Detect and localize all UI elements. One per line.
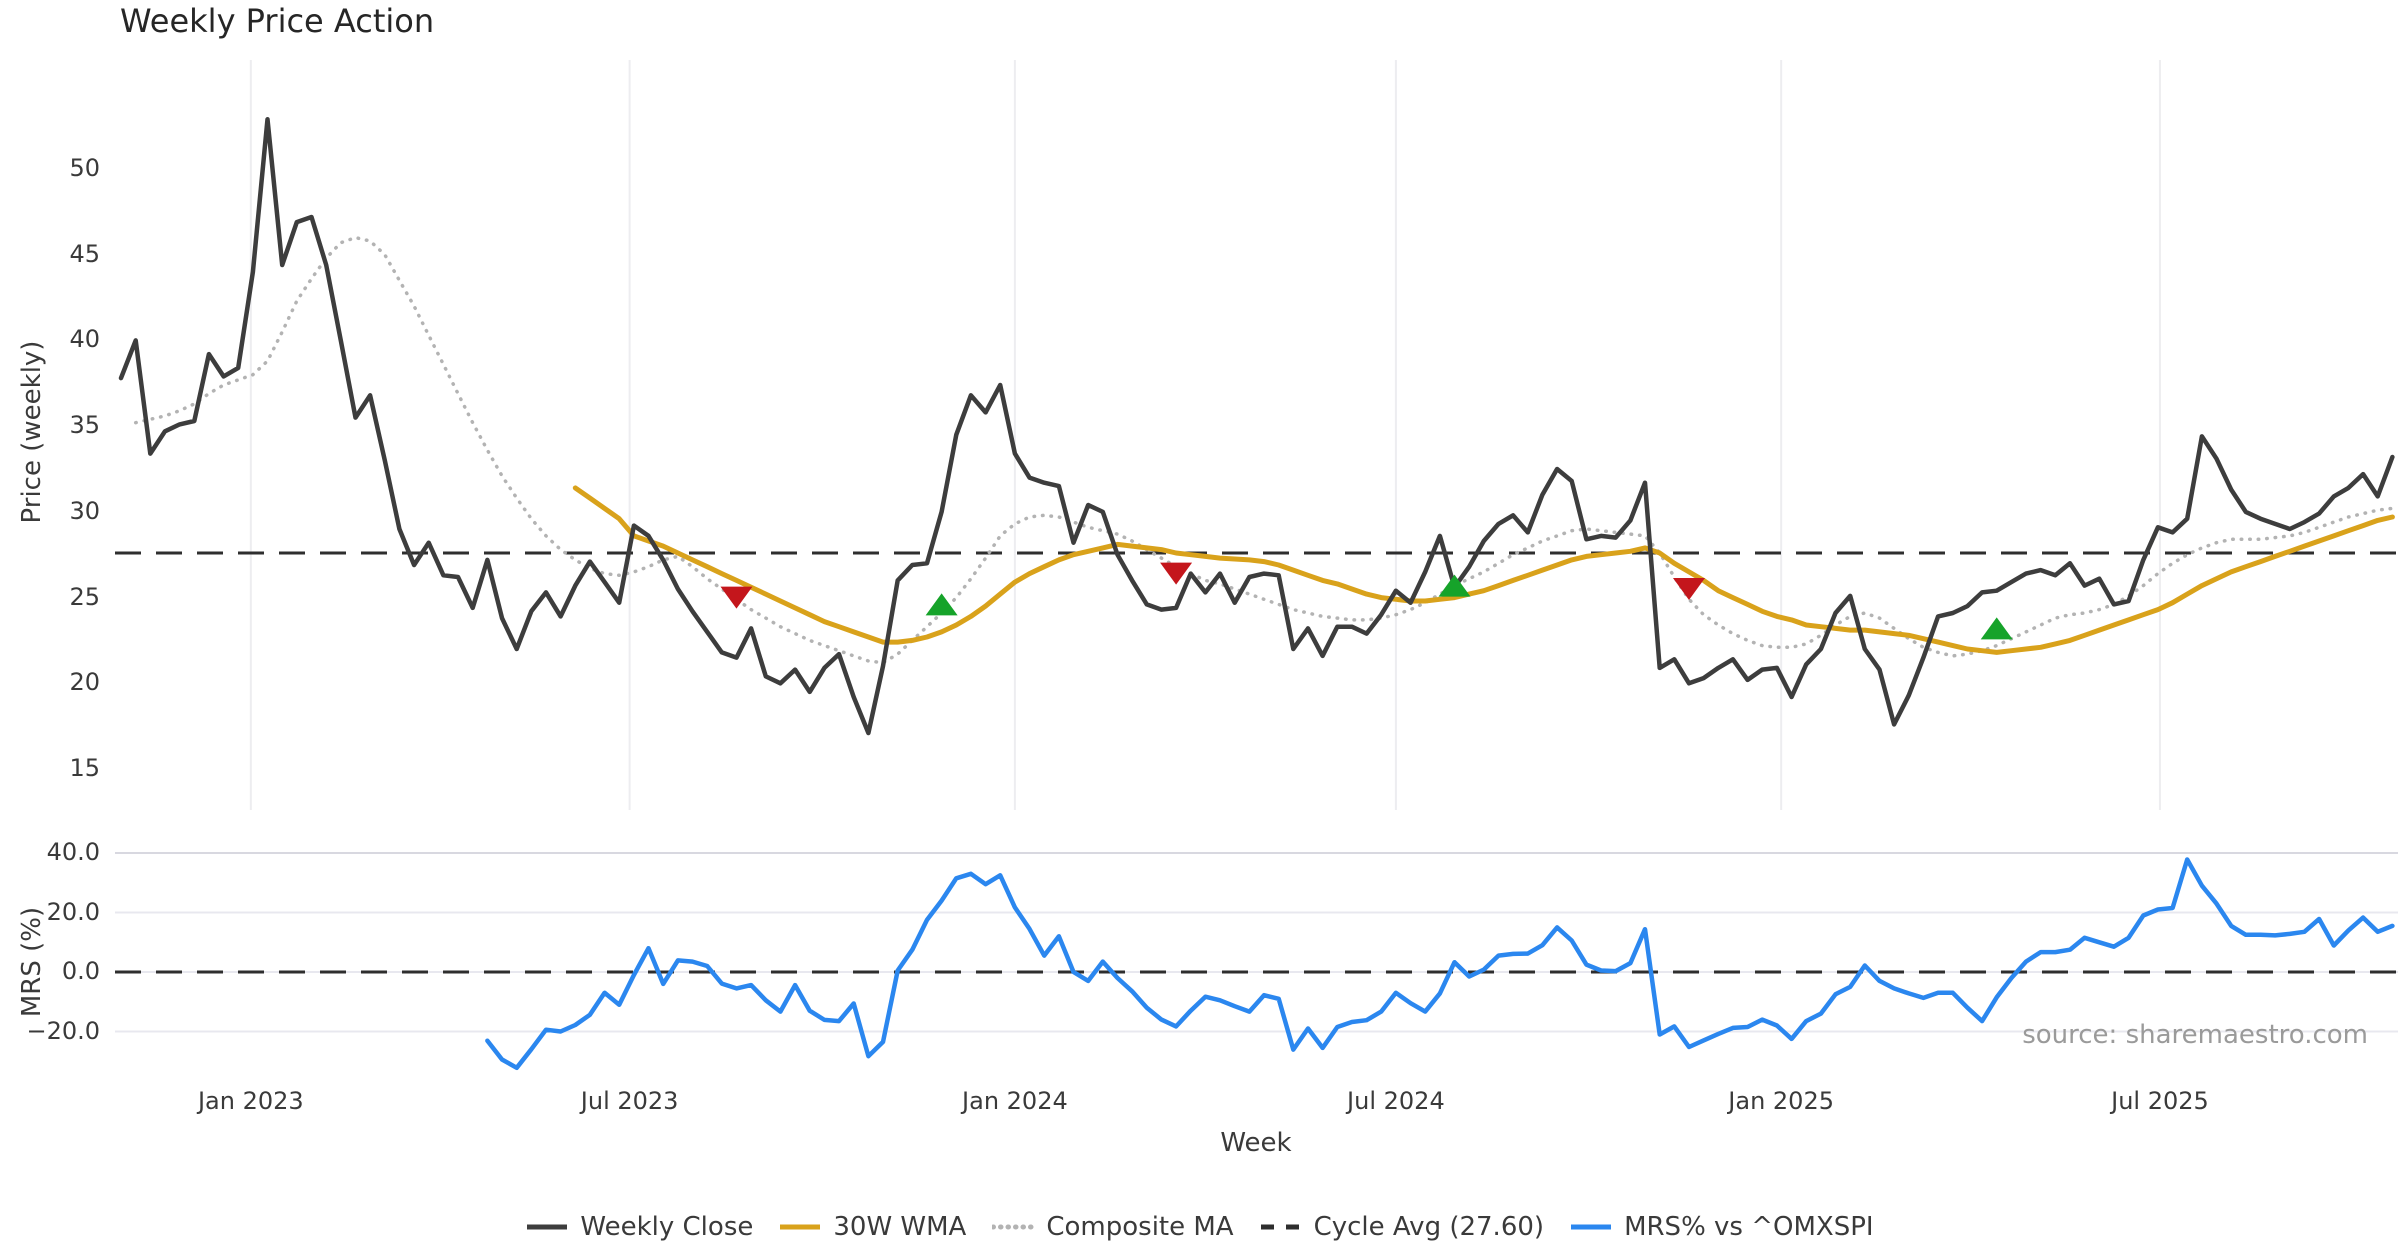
wma-30w-line (572, 485, 2395, 655)
price-ytick-label: 20 (69, 668, 100, 697)
price-ytick-label: 40 (69, 325, 100, 354)
legend-label: Cycle Avg (27.60) (1313, 1212, 1545, 1242)
legend-label: MRS% vs ^OMXSPI (1624, 1212, 1874, 1242)
mrs-ytick-label: 20.0 (46, 897, 100, 926)
sell-marker (1672, 578, 1705, 601)
buy-marker (925, 593, 958, 616)
legend-label: 30W WMA (833, 1212, 967, 1242)
legend: Weekly Close 30W WMA Composite MA Cycle Avg… (0, 1212, 2400, 1242)
mrs-ytick-label: 40.0 (46, 838, 100, 866)
legend-swatch-dotted (992, 1224, 1035, 1230)
sell-marker (1160, 562, 1193, 585)
buy-marker (1980, 617, 2013, 640)
price-ytick-label: 15 (69, 754, 100, 782)
legend-item: Composite MA (992, 1212, 1234, 1242)
sell-marker (720, 586, 753, 609)
price-ytick-label: 45 (69, 239, 100, 268)
price-ytick-label: 35 (69, 411, 100, 440)
mrs-ytick-label: −20.0 (26, 1016, 100, 1045)
x-axis-label: Week (1220, 1128, 1292, 1158)
x-tick-label: Jul 2024 (1347, 1087, 1445, 1115)
legend-label: Weekly Close (580, 1212, 754, 1242)
x-tick-label: Jul 2023 (580, 1087, 679, 1115)
legend-swatch-solid (1571, 1224, 1612, 1230)
price-ytick-label: 25 (69, 582, 100, 611)
legend-item: 30W WMA (779, 1212, 966, 1242)
x-tick-label: Jan 2025 (1728, 1087, 1834, 1115)
legend-swatch-solid (527, 1224, 568, 1230)
legend-label: Composite MA (1046, 1212, 1234, 1242)
weekly-close-line (118, 117, 2395, 736)
legend-item: MRS% vs ^OMXSPI (1570, 1212, 1874, 1242)
buy-marker (1438, 574, 1471, 597)
legend-item: Weekly Close (526, 1212, 753, 1242)
x-tick-label: Jan 2023 (197, 1087, 304, 1115)
composite-ma-line (133, 235, 2395, 665)
legend-swatch-solid (780, 1224, 821, 1230)
chart-title: Weekly Price Action (120, 2, 435, 40)
source-note: source: sharemaestro.com (2022, 1020, 2368, 1050)
price-ytick-label: 50 (69, 154, 100, 182)
mrs-line (485, 857, 2395, 1071)
mrs-ytick-label: 0.0 (61, 957, 100, 985)
legend-swatch-dashed (1260, 1224, 1301, 1230)
legend-item: Cycle Avg (27.60) (1260, 1212, 1544, 1242)
x-tick-label: Jan 2024 (962, 1087, 1068, 1115)
x-tick-label: Jul 2025 (2111, 1087, 2209, 1115)
price-ytick-label: 30 (69, 496, 100, 525)
